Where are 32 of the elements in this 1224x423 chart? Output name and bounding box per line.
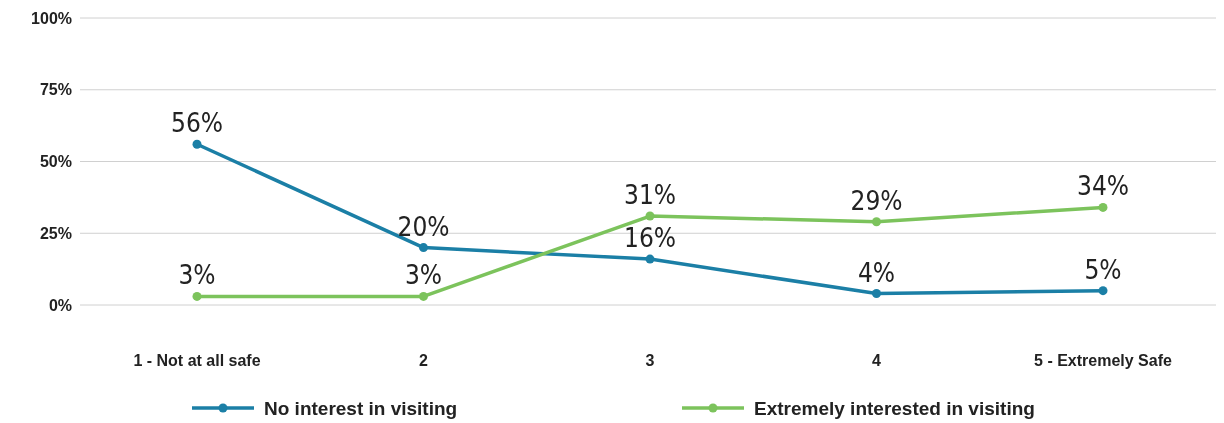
- x-tick-label: 4: [872, 352, 882, 369]
- x-tick-label: 5 - Extremely Safe: [1034, 352, 1173, 369]
- point: [419, 291, 428, 301]
- point: [1098, 202, 1108, 212]
- x-tick-label: 1 - Not at all safe: [133, 352, 261, 369]
- data-label: 5%: [1084, 254, 1122, 285]
- data-label: 29%: [850, 185, 903, 216]
- data-label: 34%: [1077, 171, 1129, 202]
- point: [872, 289, 881, 299]
- legend-label: No interest in visiting: [264, 397, 458, 419]
- data-label: 20%: [397, 211, 450, 242]
- y-tick-label: 50%: [39, 153, 72, 171]
- point: [1098, 286, 1108, 296]
- data-label: 31%: [624, 180, 676, 211]
- data-label: 16%: [624, 223, 676, 254]
- point: [872, 217, 881, 227]
- data-label: 56%: [171, 108, 223, 139]
- legend-label: Extremely interested in visiting: [754, 397, 1035, 419]
- y-tick-label: 100%: [31, 9, 72, 27]
- x-tick-label: 3: [645, 352, 655, 369]
- point: [645, 211, 655, 221]
- y-tick-label: 75%: [39, 81, 72, 99]
- x-tick-label: 2: [419, 352, 429, 369]
- data-label: 3%: [178, 260, 216, 291]
- point: [645, 254, 655, 264]
- data-label: 3%: [404, 260, 443, 291]
- y-tick-label: 0%: [48, 296, 72, 314]
- point: [192, 139, 202, 149]
- point: [419, 243, 428, 253]
- y-tick-label: 25%: [39, 224, 72, 242]
- data-label: 4%: [857, 257, 896, 288]
- point: [192, 291, 202, 301]
